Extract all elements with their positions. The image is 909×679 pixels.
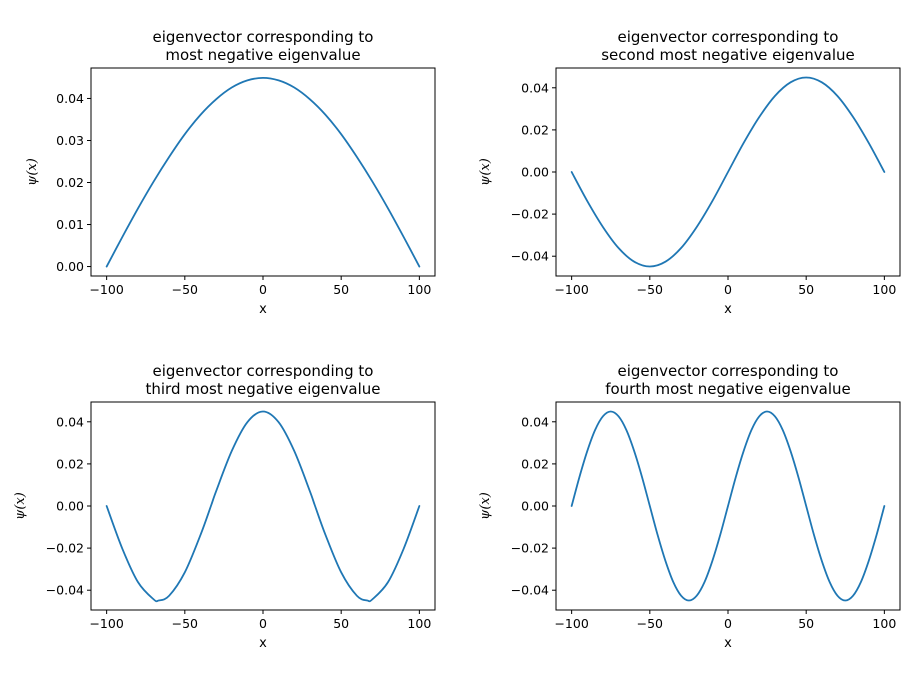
x-tick-label: −100 (554, 616, 588, 631)
x-axis-label: x (724, 636, 732, 651)
y-tick-label: −0.04 (511, 583, 549, 598)
axes-frame (90, 67, 436, 277)
y-tick-label: 0.03 (56, 133, 84, 148)
x-axis-label: x (259, 302, 267, 317)
y-tick-label: −0.02 (46, 541, 84, 556)
x-tick-label: 100 (407, 282, 431, 297)
y-tick-label: −0.04 (46, 583, 84, 598)
chart-title-line: eigenvector corresponding to (153, 28, 374, 46)
x-tick-label: −50 (172, 282, 198, 297)
y-tick-label: 0.04 (56, 91, 84, 106)
chart-title-line: eigenvector corresponding to (618, 362, 839, 380)
y-tick-label: 0.01 (56, 217, 84, 232)
y-tick-label: −0.02 (511, 541, 549, 556)
chart-title-line: fourth most negative eigenvalue (605, 380, 851, 398)
x-tick-label: 50 (798, 282, 814, 297)
x-axis-label: x (259, 636, 267, 651)
x-tick-label: 100 (872, 282, 896, 297)
x-tick-label: −50 (637, 282, 663, 297)
x-tick-label: 0 (724, 282, 732, 297)
y-axis-label: ψ(x) (13, 492, 28, 520)
chart-title-line: third most negative eigenvalue (146, 380, 381, 398)
y-axis-label: ψ(x) (478, 158, 493, 186)
y-tick-label: 0.04 (56, 414, 84, 429)
x-tick-label: −100 (554, 282, 588, 297)
chart-title-line: most negative eigenvalue (165, 46, 360, 64)
y-tick-label: 0.04 (521, 80, 549, 95)
x-tick-label: −50 (172, 616, 198, 631)
series-line (570, 410, 886, 602)
x-tick-label: 100 (872, 616, 896, 631)
y-tick-label: 0.00 (521, 165, 549, 180)
chart-title-line: second most negative eigenvalue (601, 46, 855, 64)
y-tick-label: −0.04 (511, 249, 549, 264)
y-tick-label: 0.02 (521, 122, 549, 137)
x-tick-label: −50 (637, 616, 663, 631)
y-tick-label: 0.00 (56, 499, 84, 514)
y-tick-label: 0.00 (521, 499, 549, 514)
x-tick-label: 0 (724, 616, 732, 631)
x-tick-label: 50 (333, 616, 349, 631)
chart-title-line: eigenvector corresponding to (618, 28, 839, 46)
y-axis-label: ψ(x) (25, 158, 40, 186)
x-tick-label: −100 (89, 282, 123, 297)
series-line (105, 76, 421, 268)
x-tick-label: −100 (89, 616, 123, 631)
x-tick-label: 50 (798, 616, 814, 631)
x-tick-label: 50 (333, 282, 349, 297)
x-tick-label: 0 (259, 282, 267, 297)
x-tick-label: 0 (259, 616, 267, 631)
x-axis-label: x (724, 302, 732, 317)
y-tick-label: 0.02 (521, 456, 549, 471)
chart-title-line: eigenvector corresponding to (153, 362, 374, 380)
y-tick-label: −0.02 (511, 207, 549, 222)
y-tick-label: 0.04 (521, 414, 549, 429)
axes-frame (90, 401, 436, 611)
y-tick-label: 0.02 (56, 456, 84, 471)
series-line (105, 410, 421, 603)
y-tick-label: 0.00 (56, 259, 84, 274)
series-line (570, 76, 886, 268)
y-axis-label: ψ(x) (478, 492, 493, 520)
y-tick-label: 0.02 (56, 175, 84, 190)
x-tick-label: 100 (407, 616, 431, 631)
